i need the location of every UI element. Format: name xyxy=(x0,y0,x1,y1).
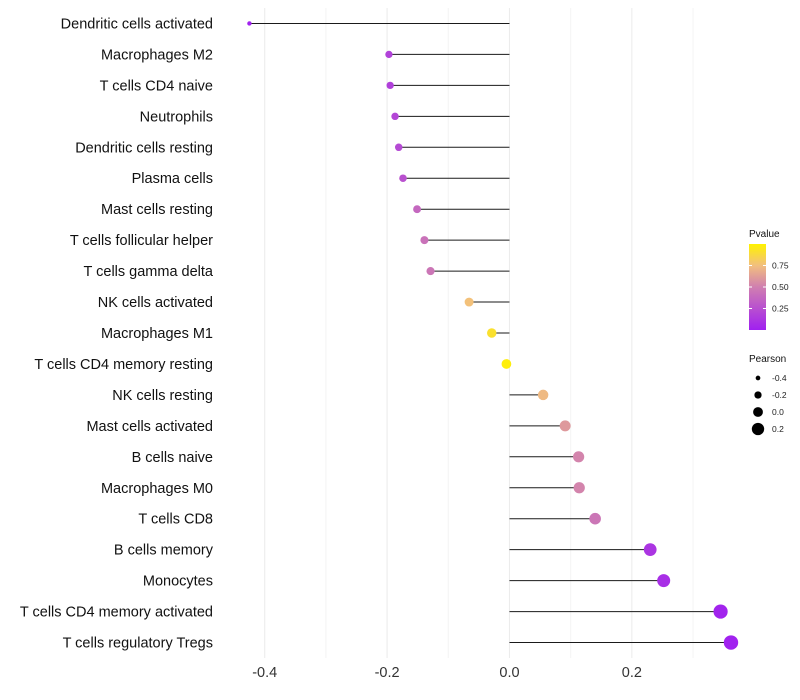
category-label: B cells memory xyxy=(114,543,214,559)
point xyxy=(537,389,549,401)
point xyxy=(426,267,435,276)
category-label: Mast cells activated xyxy=(86,419,213,435)
point xyxy=(391,112,399,121)
point xyxy=(413,205,422,214)
pvalue-legend-tick: 0.75 xyxy=(772,261,789,271)
point xyxy=(386,81,394,90)
point xyxy=(713,604,728,619)
point xyxy=(385,50,393,59)
category-label: NK cells activated xyxy=(98,295,213,311)
point xyxy=(723,635,739,650)
category-label: NK cells resting xyxy=(112,388,213,404)
category-label: T cells regulatory Tregs xyxy=(63,636,213,652)
category-label: Monocytes xyxy=(143,574,213,590)
pvalue-legend-tick: 0.50 xyxy=(772,282,789,292)
pearson-legend-key xyxy=(753,407,763,417)
category-labels: Dendritic cells activated Macrophages M2 T… xyxy=(20,16,214,651)
point xyxy=(247,21,252,26)
pvalue-legend: Pvalue 0.75 0.50 0.25 xyxy=(749,229,789,330)
pearson-legend: Pearson -0.4 -0.2 0.0 0.2 xyxy=(749,354,787,436)
x-tick-label: 0.0 xyxy=(499,665,519,681)
pearson-legend-title: Pearson xyxy=(749,354,786,365)
category-label: Macrophages M0 xyxy=(101,481,213,497)
pvalue-colorbar xyxy=(749,244,766,330)
category-label: Dendritic cells resting xyxy=(75,140,213,156)
pvalue-legend-title: Pvalue xyxy=(749,229,780,240)
pearson-legend-label: -0.4 xyxy=(772,373,787,383)
x-tick-label: -0.2 xyxy=(375,665,400,681)
point xyxy=(501,359,512,369)
category-label: Mast cells resting xyxy=(101,202,213,218)
category-label: Plasma cells xyxy=(132,171,213,187)
x-tick-label: -0.4 xyxy=(252,665,277,681)
pvalue-legend-tick: 0.25 xyxy=(772,304,789,314)
point xyxy=(589,512,601,525)
point xyxy=(464,297,474,307)
pearson-legend-key xyxy=(751,422,765,436)
pearson-legend-key xyxy=(755,375,761,381)
category-label: T cells CD4 memory resting xyxy=(34,357,213,373)
point xyxy=(487,328,497,338)
pearson-legend-key xyxy=(754,391,762,399)
point xyxy=(573,451,585,463)
point xyxy=(643,543,657,557)
category-label: T cells CD8 xyxy=(138,512,213,528)
category-label: Macrophages M1 xyxy=(101,326,213,342)
category-label: T cells CD4 memory activated xyxy=(20,605,213,621)
category-label: T cells gamma delta xyxy=(84,264,214,280)
point xyxy=(657,574,671,588)
category-label: Dendritic cells activated xyxy=(61,16,213,32)
stems xyxy=(249,22,731,644)
category-label: Neutrophils xyxy=(140,109,213,125)
point xyxy=(559,420,571,432)
category-label: B cells naive xyxy=(132,450,213,466)
pearson-legend-label: 0.0 xyxy=(772,407,784,417)
pearson-legend-label: -0.2 xyxy=(772,390,787,400)
x-tick-label: 0.2 xyxy=(622,665,642,681)
point xyxy=(573,482,585,494)
point xyxy=(399,174,407,183)
grid xyxy=(264,8,694,658)
point xyxy=(394,143,403,152)
category-label: T cells CD4 naive xyxy=(100,78,213,94)
category-label: Macrophages M2 xyxy=(101,47,213,63)
x-axis: -0.4 -0.2 0.0 0.2 xyxy=(252,665,642,681)
pearson-legend-label: 0.2 xyxy=(772,424,784,434)
point xyxy=(420,236,429,245)
points xyxy=(247,21,739,650)
category-label: T cells follicular helper xyxy=(70,233,213,249)
